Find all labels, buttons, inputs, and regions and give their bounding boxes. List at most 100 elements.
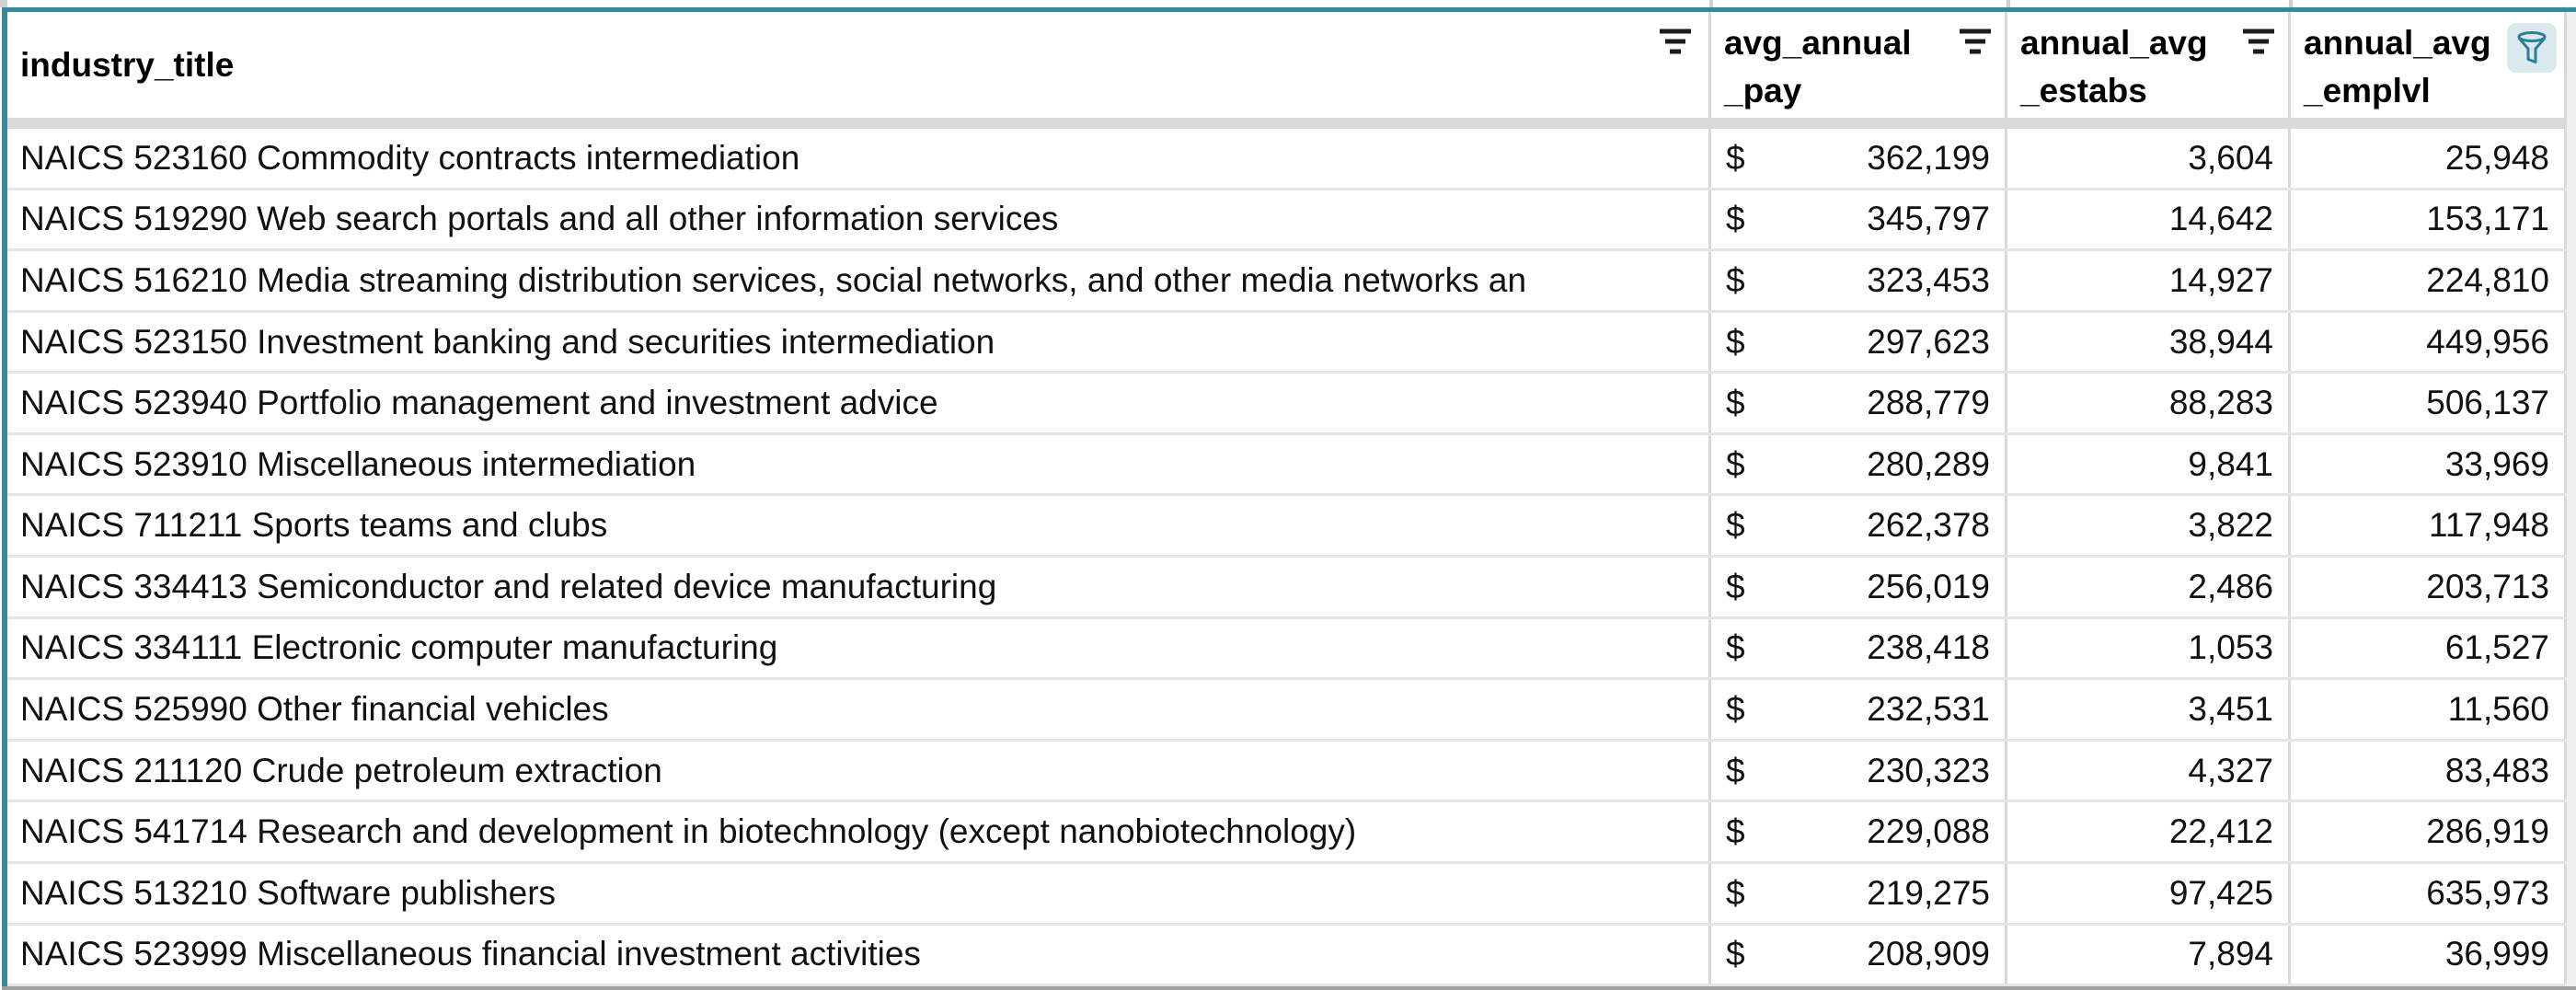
- cell-annual-avg-emplvl[interactable]: 506,137: [2291, 374, 2567, 432]
- currency-symbol: $: [1726, 200, 1745, 238]
- cell-annual-avg-emplvl[interactable]: 224,810: [2291, 251, 2567, 310]
- industry-title-text: NAICS 334413 Semiconductor and related d…: [20, 567, 997, 605]
- cell-avg-annual-pay[interactable]: $ 232,531: [1711, 680, 2007, 739]
- cell-avg-annual-pay[interactable]: $ 297,623: [1711, 312, 2007, 372]
- annual-avg-estabs-value: 4,327: [2188, 751, 2273, 789]
- table-row: NAICS 523160 Commodity contracts interme…: [7, 129, 2567, 190]
- cell-avg-annual-pay[interactable]: $ 219,275: [1711, 863, 2007, 923]
- cell-annual-avg-estabs[interactable]: 4,327: [2007, 741, 2291, 800]
- column-header-avg-annual-pay[interactable]: avg_annual _pay: [1711, 12, 2007, 118]
- cell-industry-title[interactable]: NAICS 523150 Investment banking and secu…: [7, 312, 1711, 372]
- cell-annual-avg-emplvl[interactable]: 25,948: [2291, 129, 2567, 188]
- cell-avg-annual-pay[interactable]: $ 323,453: [1711, 251, 2007, 310]
- industry-title-text: NAICS 523940 Portfolio management and in…: [20, 384, 938, 422]
- table-row: NAICS 523910 Miscellaneous intermediatio…: [7, 434, 2567, 497]
- cell-annual-avg-estabs[interactable]: 9,841: [2007, 434, 2291, 494]
- filter-lines-icon[interactable]: [1957, 27, 1994, 58]
- avg-annual-pay-value: 262,378: [1867, 506, 1990, 545]
- cell-industry-title[interactable]: NAICS 513210 Software publishers: [7, 863, 1711, 923]
- column-header-industry-title[interactable]: industry_title: [7, 12, 1711, 118]
- cell-annual-avg-emplvl[interactable]: 449,956: [2291, 312, 2567, 372]
- cell-industry-title[interactable]: NAICS 523940 Portfolio management and in…: [7, 374, 1711, 432]
- header-divider: [7, 118, 2567, 129]
- cell-annual-avg-emplvl[interactable]: 286,919: [2291, 802, 2567, 861]
- cell-annual-avg-estabs[interactable]: 14,642: [2007, 190, 2291, 249]
- column-header-annual-avg-emplvl[interactable]: annual_avg _emplvl: [2291, 12, 2567, 118]
- cell-industry-title[interactable]: NAICS 525990 Other financial vehicles: [7, 680, 1711, 739]
- annual-avg-emplvl-value: 449,956: [2426, 322, 2549, 361]
- avg-annual-pay-value: 229,088: [1867, 812, 1990, 851]
- column-header-annual-avg-estabs[interactable]: annual_avg _estabs: [2007, 12, 2291, 118]
- cell-industry-title[interactable]: NAICS 523910 Miscellaneous intermediatio…: [7, 434, 1711, 494]
- column-label-line: _pay: [1724, 72, 1802, 109]
- cell-avg-annual-pay[interactable]: $ 288,779: [1711, 374, 2007, 432]
- cell-industry-title[interactable]: NAICS 334111 Electronic computer manufac…: [7, 618, 1711, 678]
- cell-annual-avg-emplvl[interactable]: 83,483: [2291, 741, 2567, 800]
- filter-lines-icon[interactable]: [2240, 27, 2277, 58]
- avg-annual-pay-value: 219,275: [1867, 873, 1990, 912]
- cell-industry-title[interactable]: NAICS 516210 Media streaming distributio…: [7, 251, 1711, 310]
- cell-avg-annual-pay[interactable]: $ 262,378: [1711, 496, 2007, 556]
- annual-avg-emplvl-value: 11,560: [2447, 689, 2549, 728]
- avg-annual-pay-value: 256,019: [1867, 567, 1990, 605]
- table-row: NAICS 541714 Research and development in…: [7, 802, 2567, 864]
- annual-avg-estabs-value: 3,451: [2188, 689, 2273, 728]
- cell-annual-avg-emplvl[interactable]: 61,527: [2291, 618, 2567, 678]
- cell-annual-avg-emplvl[interactable]: 36,999: [2291, 925, 2567, 984]
- annual-avg-emplvl-value: 203,713: [2426, 567, 2549, 605]
- cell-annual-avg-estabs[interactable]: 38,944: [2007, 312, 2291, 372]
- cell-industry-title[interactable]: NAICS 523160 Commodity contracts interme…: [7, 129, 1711, 188]
- avg-annual-pay-value: 238,418: [1867, 628, 1990, 667]
- avg-annual-pay-value: 232,531: [1867, 689, 1990, 728]
- cell-annual-avg-estabs[interactable]: 14,927: [2007, 251, 2291, 310]
- cell-annual-avg-estabs[interactable]: 2,486: [2007, 558, 2291, 616]
- cell-annual-avg-emplvl[interactable]: 635,973: [2291, 863, 2567, 923]
- cell-annual-avg-emplvl[interactable]: 11,560: [2291, 680, 2567, 739]
- cell-annual-avg-estabs[interactable]: 22,412: [2007, 802, 2291, 861]
- industry-title-text: NAICS 334111 Electronic computer manufac…: [20, 628, 778, 667]
- cell-avg-annual-pay[interactable]: $ 229,088: [1711, 802, 2007, 861]
- currency-symbol: $: [1726, 444, 1745, 483]
- cell-industry-title[interactable]: NAICS 523999 Miscellaneous financial inv…: [7, 925, 1711, 984]
- cell-annual-avg-estabs[interactable]: 3,822: [2007, 496, 2291, 556]
- cell-industry-title[interactable]: NAICS 519290 Web search portals and all …: [7, 190, 1711, 249]
- cell-avg-annual-pay[interactable]: $ 256,019: [1711, 558, 2007, 616]
- table-row: NAICS 513210 Software publishers $ 219,2…: [7, 863, 2567, 926]
- cell-annual-avg-emplvl[interactable]: 153,171: [2291, 190, 2567, 249]
- cell-avg-annual-pay[interactable]: $ 208,909: [1711, 925, 2007, 984]
- cell-avg-annual-pay[interactable]: $ 362,199: [1711, 129, 2007, 188]
- table-row: NAICS 211120 Crude petroleum extraction …: [7, 741, 2567, 803]
- cell-avg-annual-pay[interactable]: $ 238,418: [1711, 618, 2007, 678]
- avg-annual-pay-value: 288,779: [1867, 384, 1990, 422]
- annual-avg-estabs-value: 38,944: [2168, 322, 2273, 361]
- column-label-line: _estabs: [2020, 72, 2147, 109]
- cell-annual-avg-emplvl[interactable]: 117,948: [2291, 496, 2567, 556]
- annual-avg-emplvl-value: 33,969: [2444, 444, 2549, 483]
- cell-avg-annual-pay[interactable]: $ 345,797: [1711, 190, 2007, 249]
- cell-avg-annual-pay[interactable]: $ 280,289: [1711, 434, 2007, 494]
- industry-title-text: NAICS 711211 Sports teams and clubs: [20, 506, 608, 545]
- cell-annual-avg-emplvl[interactable]: 33,969: [2291, 434, 2567, 494]
- cell-industry-title[interactable]: NAICS 711211 Sports teams and clubs: [7, 496, 1711, 556]
- cell-avg-annual-pay[interactable]: $ 230,323: [1711, 741, 2007, 800]
- cell-annual-avg-emplvl[interactable]: 203,713: [2291, 558, 2567, 616]
- cell-industry-title[interactable]: NAICS 211120 Crude petroleum extraction: [7, 741, 1711, 800]
- cell-annual-avg-estabs[interactable]: 88,283: [2007, 374, 2291, 432]
- cell-annual-avg-estabs[interactable]: 3,451: [2007, 680, 2291, 739]
- cell-industry-title[interactable]: NAICS 334413 Semiconductor and related d…: [7, 558, 1711, 616]
- column-label-line: avg_annual: [1724, 24, 1912, 62]
- cell-annual-avg-estabs[interactable]: 97,425: [2007, 863, 2291, 923]
- cell-industry-title[interactable]: NAICS 541714 Research and development in…: [7, 802, 1711, 861]
- grid-column-tick: [2289, 0, 2293, 7]
- filter-lines-icon[interactable]: [1657, 27, 1694, 58]
- cell-annual-avg-estabs[interactable]: 1,053: [2007, 618, 2291, 678]
- column-label-line: _emplvl: [2304, 72, 2431, 109]
- annual-avg-estabs-value: 14,927: [2168, 260, 2273, 299]
- grid-corner-block: [0, 0, 7, 7]
- cell-annual-avg-estabs[interactable]: 7,894: [2007, 925, 2291, 984]
- cell-annual-avg-estabs[interactable]: 3,604: [2007, 129, 2291, 188]
- currency-symbol: $: [1726, 260, 1745, 299]
- annual-avg-emplvl-value: 506,137: [2426, 384, 2549, 422]
- filter-funnel-active-icon[interactable]: [2507, 23, 2557, 73]
- currency-symbol: $: [1726, 812, 1745, 851]
